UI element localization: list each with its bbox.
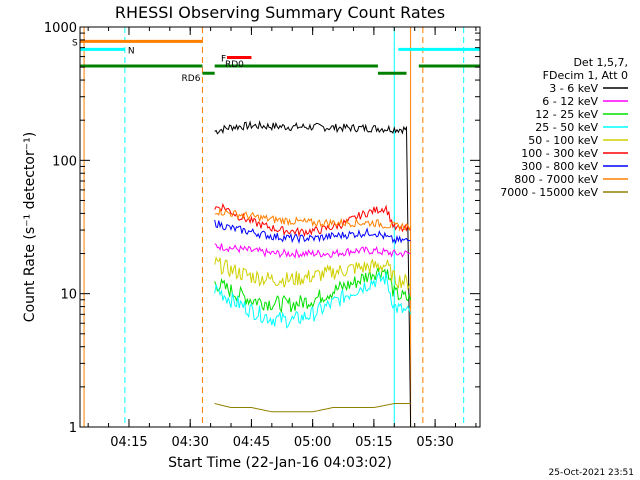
series-line — [214, 403, 411, 413]
legend-label: 25 - 50 keV — [535, 121, 598, 134]
plot-background — [80, 27, 480, 427]
y-tick-label: 10 — [60, 288, 77, 303]
footer-date: 25-Oct-2021 23:51 — [549, 468, 634, 478]
x-tick-label: 05:30 — [416, 435, 453, 450]
vertical-markers — [83, 27, 465, 427]
x-tick-label: 05:15 — [355, 435, 392, 450]
plot-frame — [79, 26, 481, 428]
flag-label: N — [128, 46, 135, 56]
chart-title: RHESSI Observing Summary Count Rates — [115, 3, 445, 22]
legend-label: 800 - 7000 keV — [514, 173, 598, 186]
x-tick-label: 04:45 — [233, 435, 270, 450]
y-tick-label: 1000 — [44, 21, 77, 36]
flag-label: RD6 — [182, 74, 201, 84]
legend-header: FDecim 1, Att 0 — [543, 69, 628, 82]
series-line — [214, 120, 412, 428]
flag-label: S — [72, 38, 78, 48]
legend-label: 300 - 800 keV — [521, 160, 598, 173]
series-line — [214, 243, 411, 259]
flag-label: RD0 — [225, 60, 244, 70]
x-axis-label: Start Time (22-Jan-16 04:03:02) — [168, 455, 392, 471]
x-tick-label: 05:00 — [294, 435, 331, 450]
legend-header: Det 1,5,7, — [573, 56, 628, 69]
series-lines — [214, 120, 412, 428]
flag-label: F — [221, 55, 226, 65]
x-tick-label: 04:15 — [110, 435, 147, 450]
series-line — [214, 208, 412, 232]
legend-label: 6 - 12 keV — [542, 95, 598, 108]
legend-label: 50 - 100 keV — [528, 134, 598, 147]
y-axis-label: Count Rate (s⁻¹ detector⁻¹) — [22, 132, 38, 322]
x-tick-label: 04:30 — [171, 435, 208, 450]
y-axis-ticks: 1 10 100 1000 — [44, 21, 480, 436]
series-line — [214, 255, 412, 291]
series-line — [214, 219, 411, 245]
series-line — [214, 202, 411, 238]
legend-label: 100 - 300 keV — [521, 147, 598, 160]
y-tick-label: 1 — [69, 421, 77, 436]
legend-label: 7000 - 15000 keV — [500, 186, 598, 199]
series-line — [214, 271, 412, 329]
x-axis-ticks: 04:15 04:30 04:45 05:00 05:15 05:30 — [87, 27, 477, 450]
legend-label: 12 - 25 keV — [535, 108, 598, 121]
legend-label: 3 - 6 keV — [549, 82, 598, 95]
y-tick-label: 100 — [52, 154, 77, 169]
